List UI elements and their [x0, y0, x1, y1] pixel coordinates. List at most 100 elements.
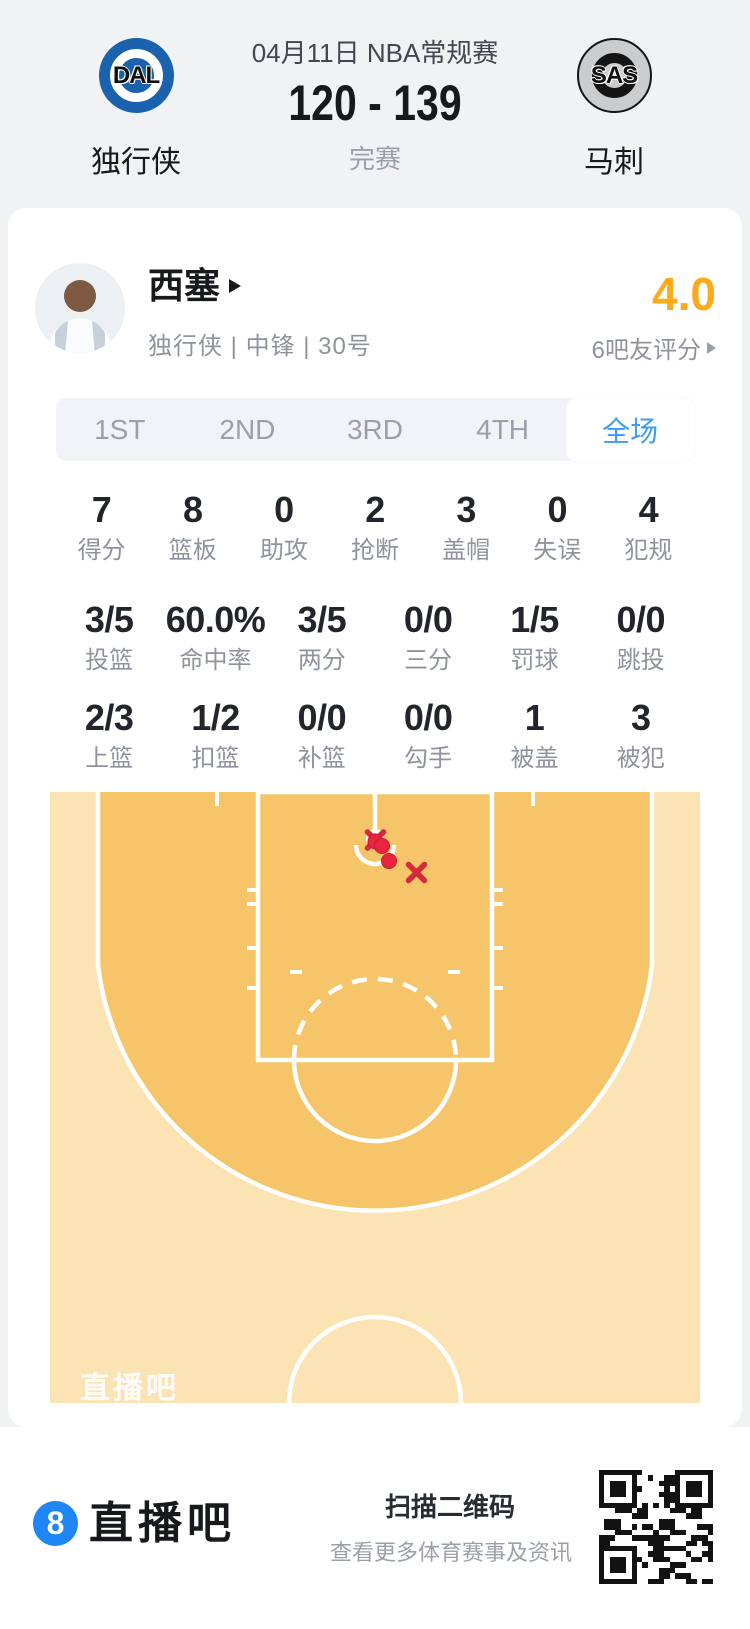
stat-value: 0 [274, 489, 294, 530]
stat-两分: 3/5 两分 [269, 600, 375, 675]
stat-value: 3 [456, 489, 476, 530]
tab-2nd[interactable]: 2ND [219, 413, 276, 445]
stat-label: 上篮 [85, 745, 134, 772]
stat-value: 3/5 [84, 599, 134, 640]
stat-value: 2 [365, 489, 385, 530]
stat-label: 篮板 [168, 537, 217, 564]
lane-key [255, 792, 495, 1063]
home-team-name: 独行侠 [91, 146, 181, 179]
home-team-abbr: DAL [112, 61, 160, 89]
qr-code [599, 1470, 713, 1584]
stat-label: 抢断 [350, 537, 399, 564]
missed-shot-marker [405, 861, 428, 884]
away-team-abbr: SAS [590, 61, 638, 89]
stat-label: 勾手 [404, 745, 453, 772]
scan-subtitle: 查看更多体育赛事及资讯 [330, 1540, 573, 1565]
brand-name: 直播吧 [89, 1499, 236, 1548]
stat-label: 被盖 [510, 745, 559, 772]
expand-triangle-icon [229, 279, 242, 293]
stat-label: 命中率 [179, 647, 252, 674]
stat-犯规: 4 犯规 [603, 490, 694, 565]
court-watermark: 直播吧 [80, 1372, 179, 1403]
stat-value: 0/0 [297, 697, 347, 738]
player-stats-card: 西塞 独行侠 | 中锋 | 30号 4.0 6吧友评分 1ST 2ND 3RD 4TH… [8, 208, 742, 1427]
tab-全场[interactable]: 全场 [566, 398, 694, 461]
scan-title: 扫描二维码 [384, 1492, 515, 1522]
zhibo8-logo-icon: 8 [33, 1501, 78, 1546]
stat-label: 被犯 [616, 745, 665, 772]
stat-value: 2/3 [84, 697, 134, 738]
stat-label: 罚球 [510, 647, 559, 674]
stat-抢断: 2 抢断 [329, 490, 420, 565]
match-date: 04月11日 NBA常规赛 [251, 38, 499, 68]
away-team-name: 马刺 [584, 146, 644, 179]
logo-ring [591, 53, 637, 98]
stat-value: 8 [182, 489, 203, 530]
stat-盖帽: 3 盖帽 [421, 490, 512, 565]
stat-label: 三分 [404, 647, 453, 674]
rating-arrow-icon [707, 341, 716, 354]
stat-label: 扣篮 [191, 745, 240, 772]
stat-被犯: 3 被犯 [588, 698, 694, 773]
stat-value: 1/5 [510, 599, 559, 640]
stat-补篮: 0/0 补篮 [269, 698, 375, 773]
stat-label: 补篮 [297, 745, 346, 772]
stat-扣篮: 1/2 扣篮 [162, 698, 268, 773]
match-score: 120 - 139 [288, 75, 462, 131]
stat-罚球: 1/5 罚球 [481, 600, 587, 675]
lane-hash-marks [215, 792, 535, 990]
player-name-text: 西塞 [148, 265, 221, 306]
tab-1st[interactable]: 1ST [94, 413, 146, 445]
tab-4th[interactable]: 4TH [476, 413, 530, 445]
home-team: DAL 独行侠 [56, 38, 216, 181]
tab-3rd[interactable]: 3RD [346, 413, 403, 445]
away-team-logo-icon: SAS [576, 38, 652, 113]
stat-value: 0 [547, 489, 568, 530]
stat-label: 得分 [77, 537, 126, 564]
stat-value: 3 [631, 697, 651, 738]
stat-命中率: 60.0% 命中率 [162, 600, 268, 675]
stat-三分: 0/0 三分 [375, 600, 481, 675]
scan-hint: 扫描二维码 查看更多体育赛事及资讯 [330, 1487, 573, 1567]
stat-label: 失误 [533, 537, 582, 564]
center-circle-arc [286, 1314, 464, 1403]
stat-value: 60.0% [165, 599, 266, 640]
rating-box[interactable]: 4.0 6吧友评分 [592, 270, 716, 365]
match-status: 完赛 [348, 144, 401, 174]
three-point-line [95, 792, 655, 1213]
logo-ring [109, 49, 163, 102]
stat-上篮: 2/3 上篮 [56, 698, 162, 773]
player-info: 独行侠 | 中锋 | 30号 [148, 333, 372, 360]
home-team-logo-icon: DAL [98, 38, 174, 113]
rating-label-text: 6吧友评分 [591, 337, 701, 364]
stat-助攻: 0 助攻 [238, 490, 329, 565]
stat-value: 4 [638, 489, 659, 530]
player-name[interactable]: 西塞 [148, 265, 242, 306]
stat-label: 跳投 [616, 647, 665, 674]
made-shot-marker [374, 838, 390, 854]
stat-失误: 0 失误 [512, 490, 603, 565]
shot-markers [364, 829, 428, 884]
stats-row-detail: 2/3 上篮 1/2 扣篮 0/0 补篮 0/0 勾手 1 被盖 3 被犯 [8, 698, 742, 773]
stats-row-shooting: 3/5 投篮 60.0% 命中率 3/5 两分 0/0 三分 1/5 罚球 0/0 跳投 [8, 600, 742, 675]
restricted-area-arc [353, 844, 397, 867]
free-throw-circle-dashed [291, 976, 459, 1061]
stat-value: 1 [524, 697, 545, 738]
match-header: DAL 独行侠 04月11日 NBA常规赛 120 - 139 完赛 SAS 马… [0, 0, 750, 208]
stat-label: 盖帽 [442, 537, 491, 564]
shot-chart-court: 直播吧 [50, 792, 700, 1403]
stats-row-main: 7 得分 8 篮板 0 助攻 2 抢断 3 盖帽 0 失误 4 犯规 [8, 490, 742, 565]
app-footer: 8 直播吧 扫描二维码 查看更多体育赛事及资讯 [0, 1427, 750, 1629]
free-throw-circle-solid [291, 1059, 459, 1144]
stat-label: 助攻 [259, 537, 308, 564]
stat-label: 两分 [297, 647, 346, 674]
made-shot-marker [381, 853, 397, 869]
rating-value: 4.0 [652, 268, 716, 320]
stat-跳投: 0/0 跳投 [588, 600, 694, 675]
court-inner-floor [98, 792, 652, 1211]
stat-得分: 7 得分 [56, 490, 147, 565]
rating-label: 6吧友评分 [592, 330, 716, 365]
stat-label: 投篮 [85, 647, 134, 674]
stat-被盖: 1 被盖 [481, 698, 587, 773]
stat-label: 犯规 [624, 537, 673, 564]
